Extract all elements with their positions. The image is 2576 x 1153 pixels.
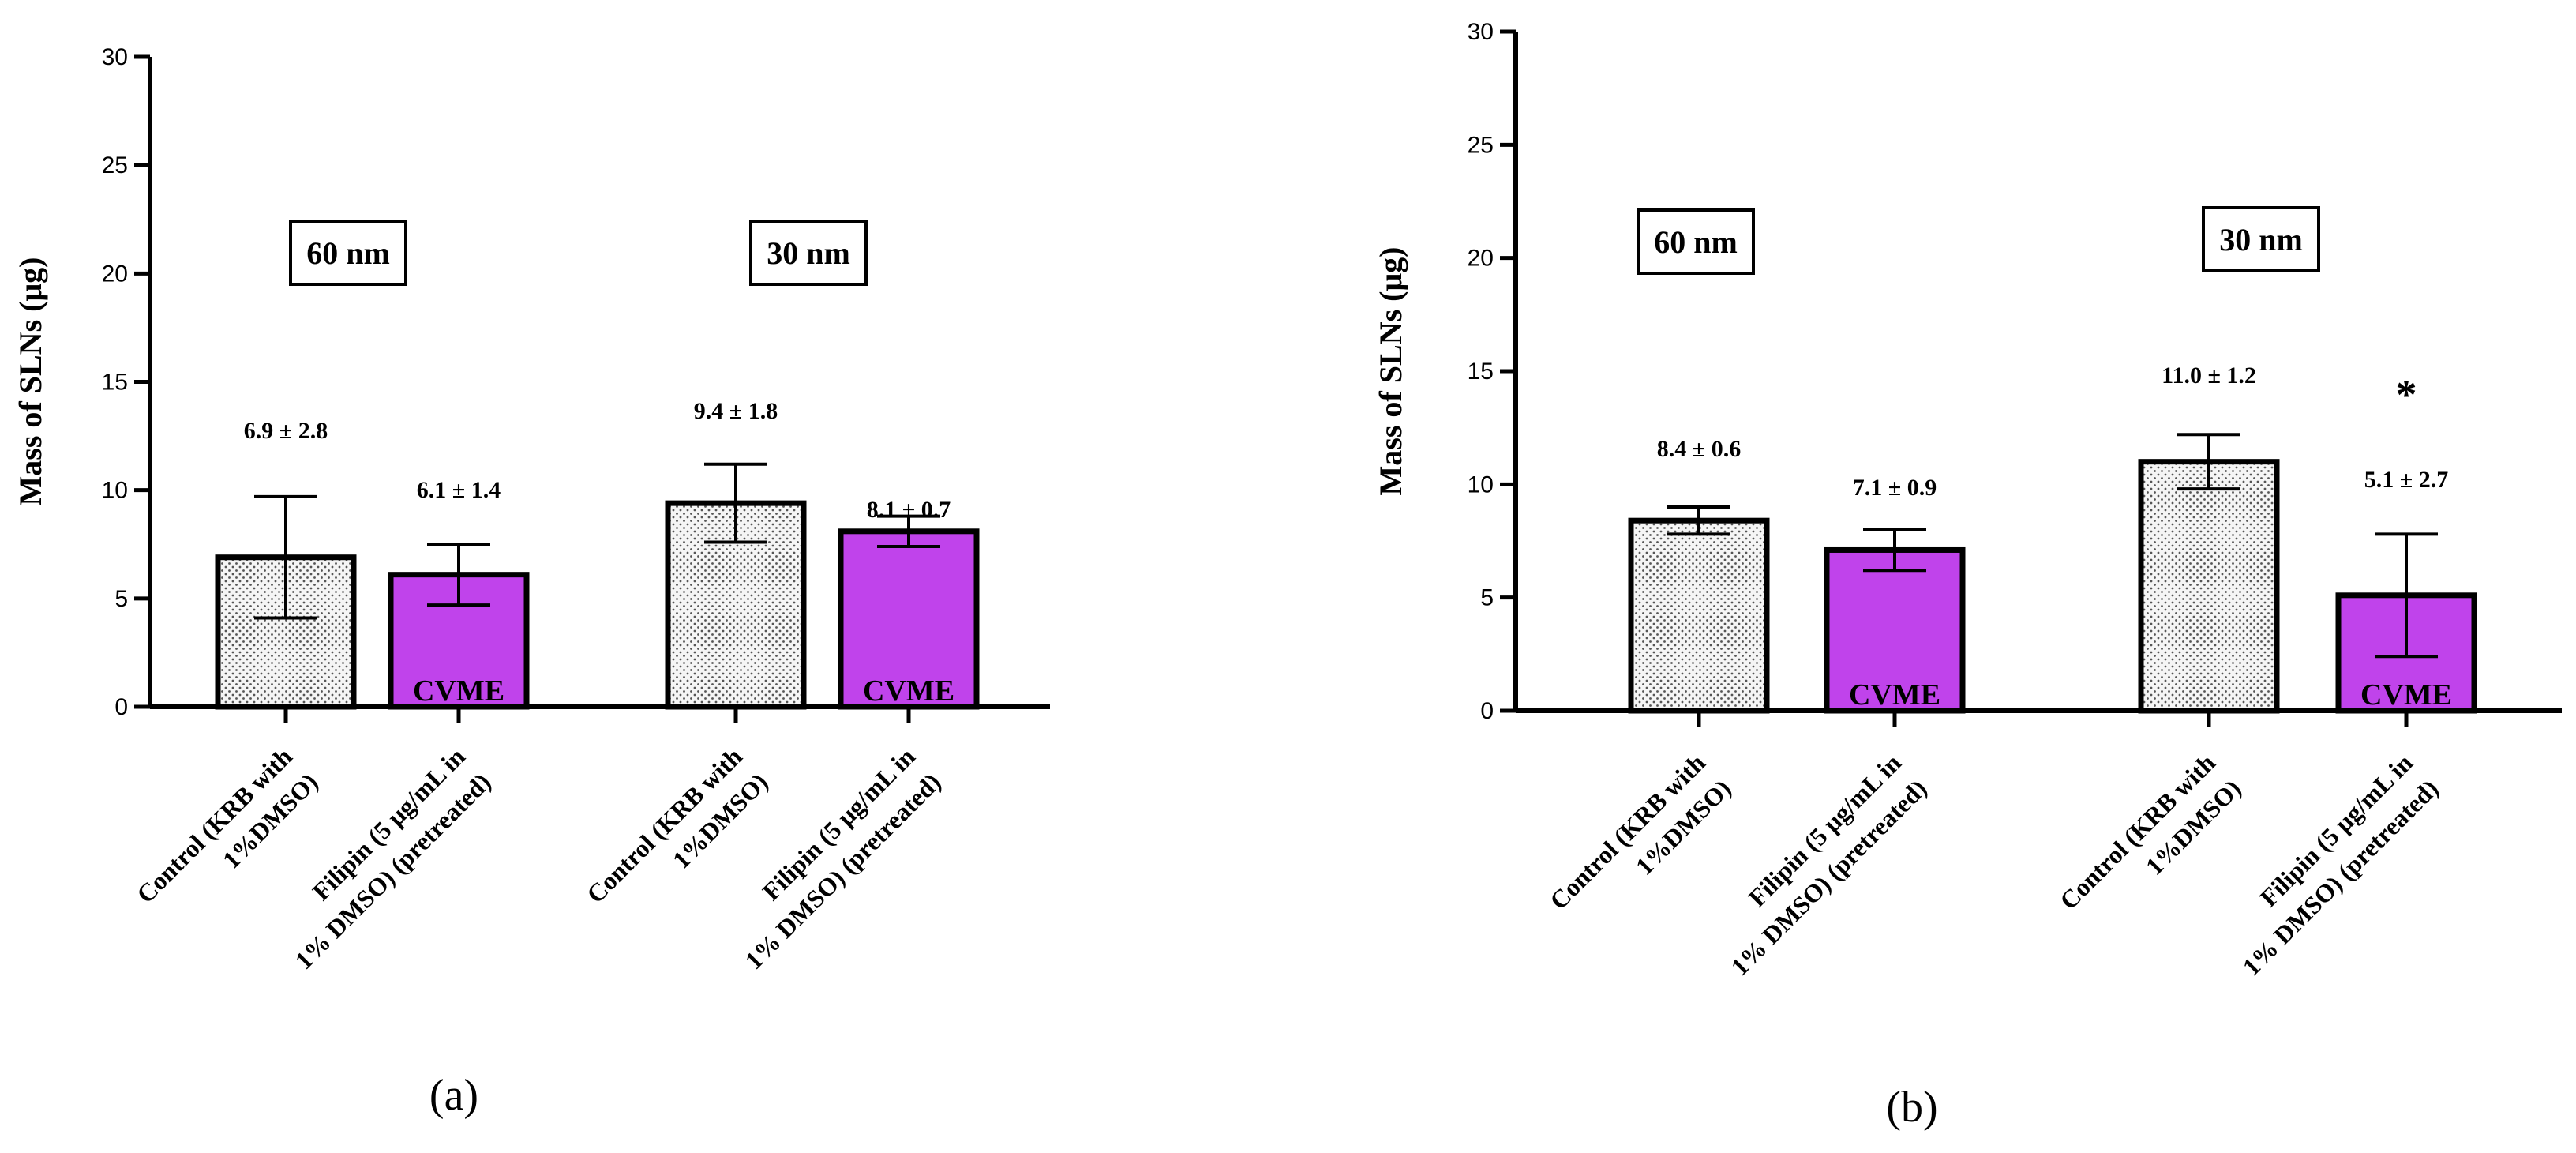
y-tick-label: 15	[1468, 359, 1494, 385]
y-tick-label: 5	[1480, 585, 1494, 611]
y-tick-label: 15	[102, 370, 128, 396]
chart-panel-b: 0 5 10 15 20 25 30 Mass of SLNs (μg) 8.4 ± 0.6 Co…	[1373, 19, 2562, 1132]
bar-inner-label: CVME	[1849, 678, 1940, 712]
value-annotation: 9.4 ± 1.8	[694, 398, 778, 424]
panel-label: (a)	[429, 1071, 478, 1120]
value-annotation: 7.1 ± 0.9	[1853, 475, 1937, 501]
y-axis-title: Mass of SLNs (μg)	[1373, 247, 1408, 496]
y-tick-label: 0	[1480, 698, 1494, 724]
value-annotation: 5.1 ± 2.7	[2364, 467, 2448, 493]
group-label: 60 nm	[1654, 224, 1738, 260]
group-label: 30 nm	[767, 235, 850, 271]
x-category-label: Control (KRB with1%DMSO)	[581, 742, 774, 934]
y-tick-label: 30	[102, 44, 128, 70]
bar-b-3	[2138, 459, 2280, 714]
x-category-label: Filipin (5 μg/mL in1% DMSO) (pretreated)	[1700, 748, 1933, 981]
y-tick-label: 30	[1468, 19, 1494, 45]
y-tick-label: 25	[1468, 132, 1494, 158]
significance-marker: *	[2396, 371, 2417, 419]
group-label: 30 nm	[2219, 222, 2303, 257]
group-label-box	[749, 220, 868, 286]
y-tick-label: 10	[1468, 471, 1494, 498]
bar-inner-label: CVME	[2360, 678, 2452, 712]
y-tick-label: 5	[114, 586, 128, 612]
y-tick-label: 0	[114, 694, 128, 720]
y-axis-title: Mass of SLNs (μg)	[13, 257, 48, 506]
y-tick-label: 20	[1468, 246, 1494, 272]
y-tick-label: 25	[102, 152, 128, 178]
group-label-box	[289, 220, 407, 286]
x-category-label: Control (KRB with1%DMSO)	[1544, 748, 1737, 941]
x-category-label: Filipin (5 μg/mL in1% DMSO) (pretreated)	[2211, 748, 2444, 981]
x-category-label: Control (KRB with1%DMSO)	[131, 742, 324, 934]
bar-b-1	[1628, 517, 1770, 714]
value-annotation: 8.4 ± 0.6	[1657, 436, 1741, 462]
x-category-label: Control (KRB with1%DMSO)	[2054, 748, 2247, 941]
y-tick-label: 10	[102, 478, 128, 504]
value-annotation: 6.9 ± 2.8	[244, 418, 328, 444]
group-label-box	[2202, 206, 2320, 272]
bar-inner-label: CVME	[413, 674, 504, 708]
bar-inner-label: CVME	[863, 674, 954, 708]
value-annotation: 6.1 ± 1.4	[417, 477, 501, 503]
value-annotation: 11.0 ± 1.2	[2162, 362, 2256, 389]
group-label-box	[1637, 208, 1755, 275]
value-annotation: 8.1 ± 0.7	[867, 497, 951, 523]
panel-label: (b)	[1886, 1083, 1937, 1132]
chart-panel-a: 0 5 10 15 20 25 30 Mass of SLNs (μg) 6.9 ± 2.8 Co…	[13, 44, 1050, 1120]
group-label: 60 nm	[306, 235, 390, 271]
y-tick-label: 20	[102, 261, 128, 287]
